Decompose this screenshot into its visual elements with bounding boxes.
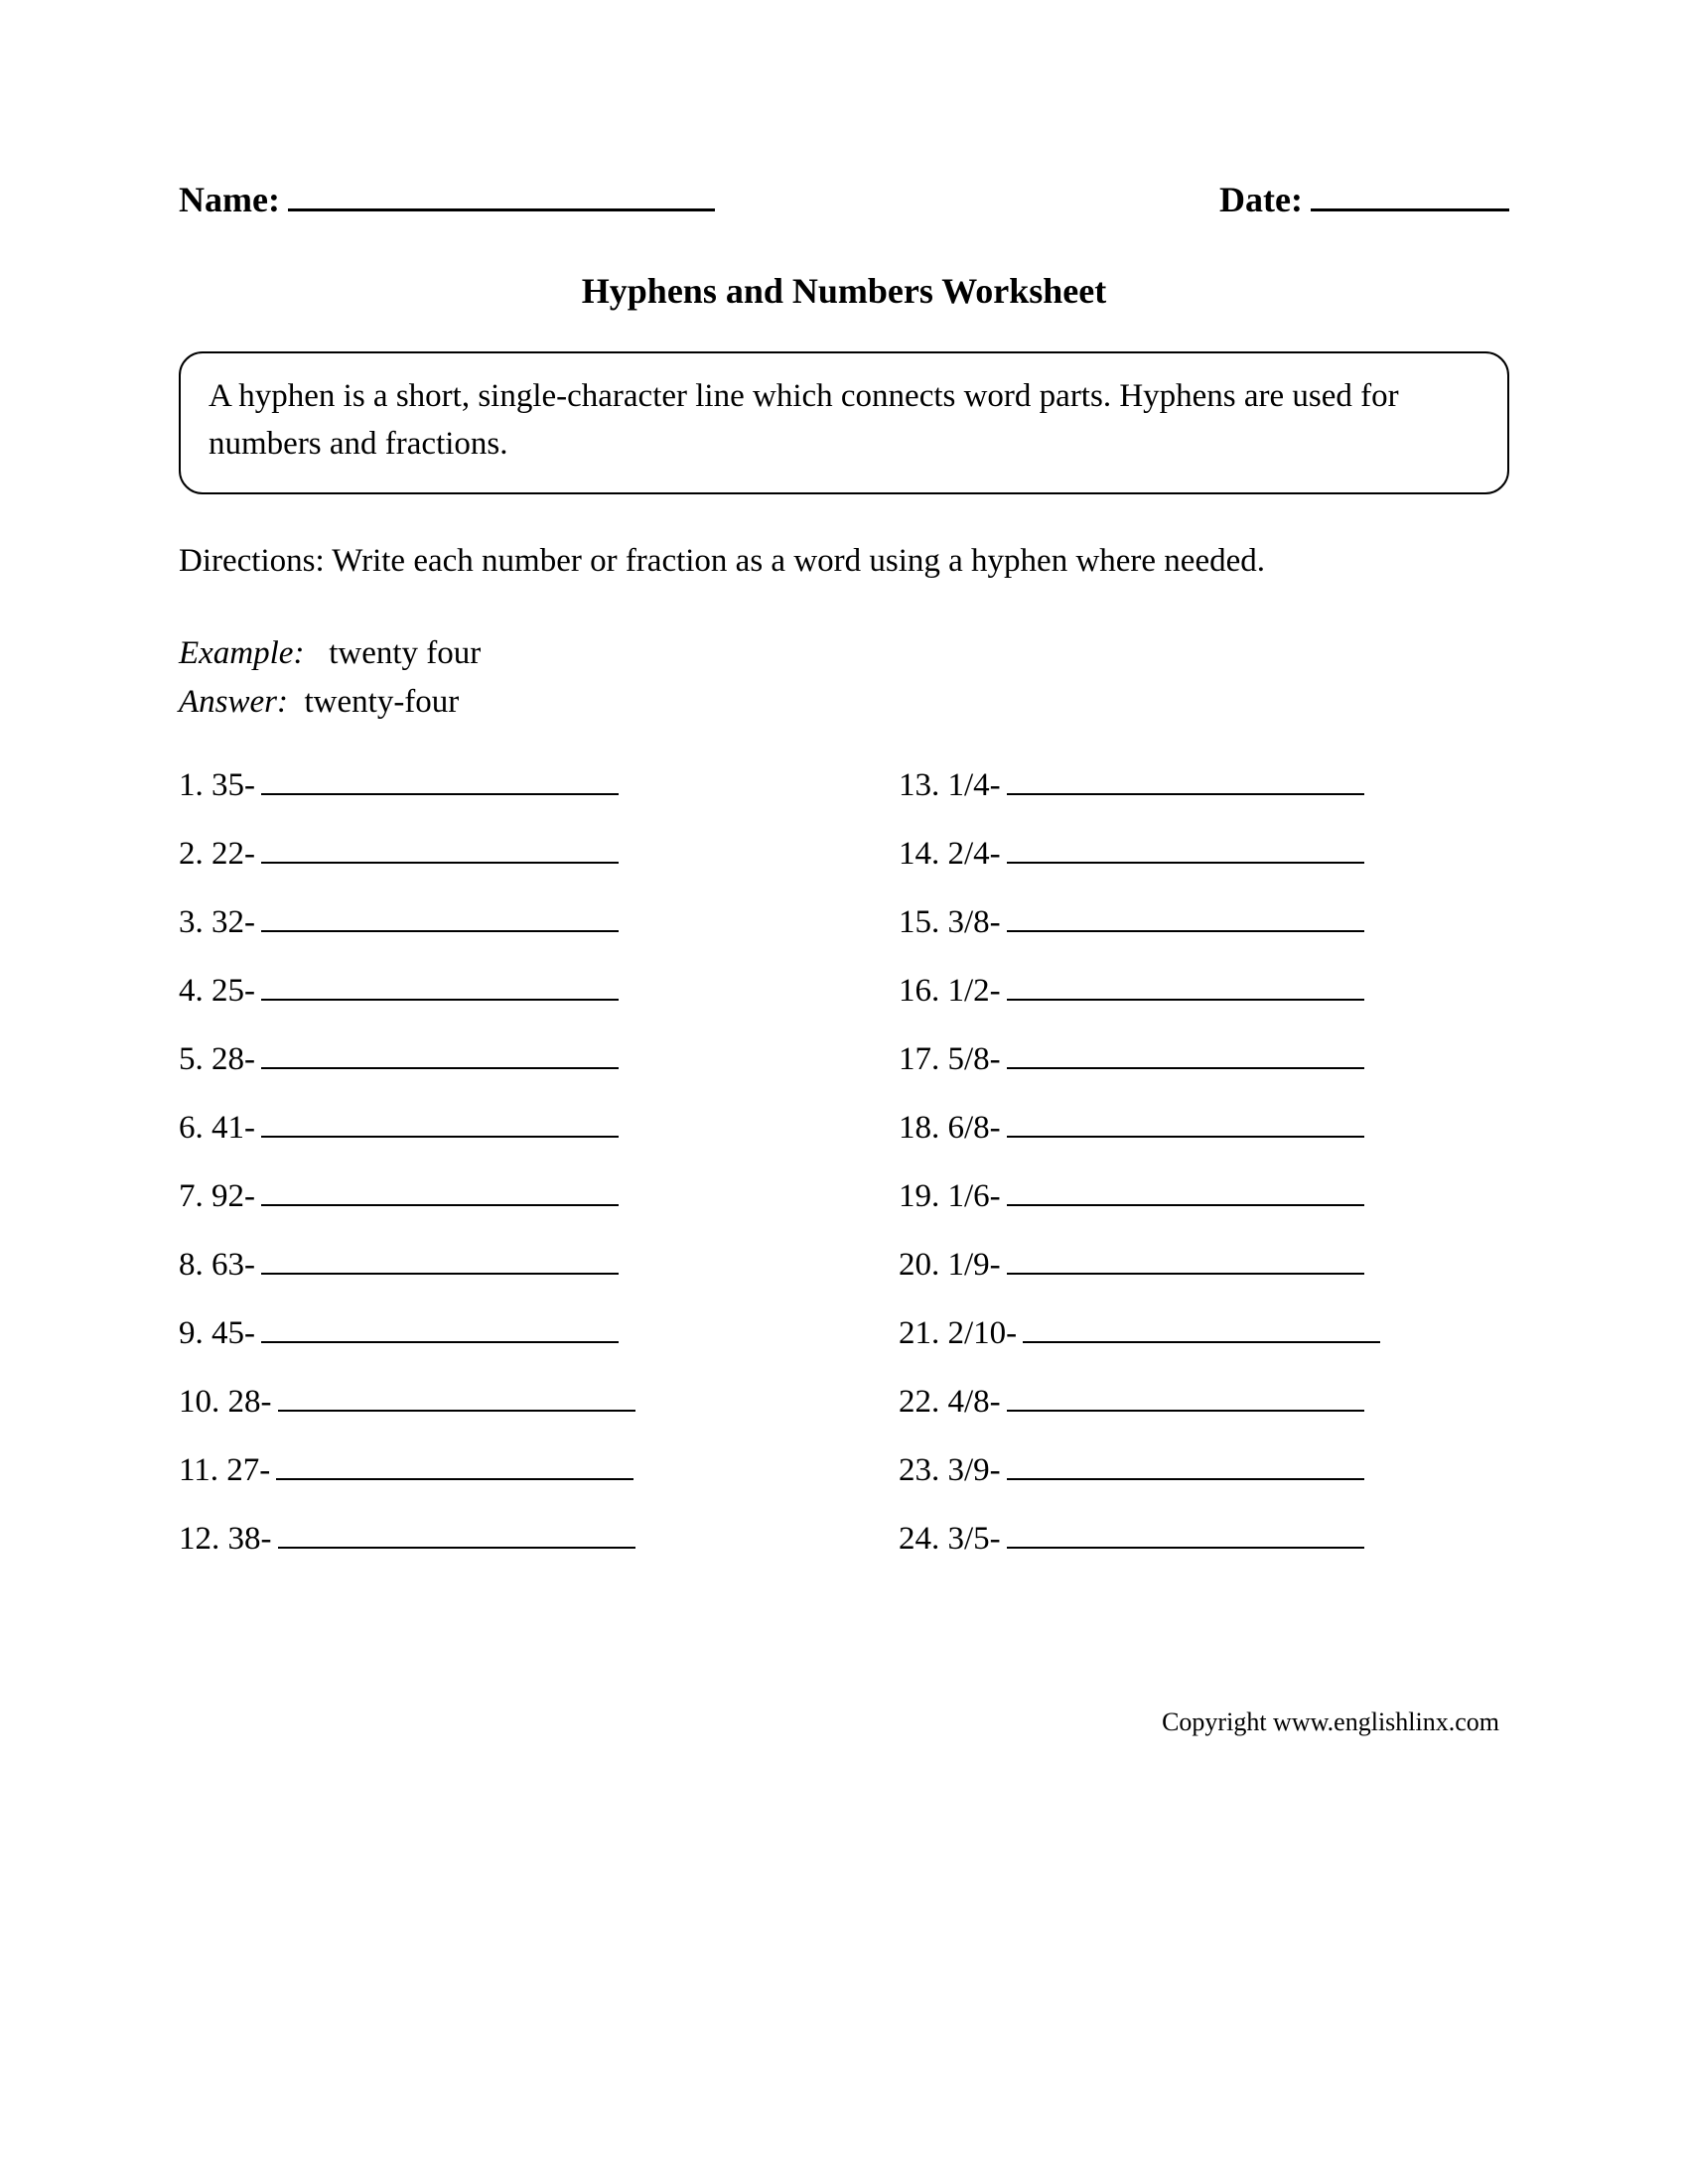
answer-blank[interactable]	[1007, 1456, 1364, 1480]
item-prompt: 6. 41-	[179, 1110, 255, 1147]
answer-blank[interactable]	[261, 1114, 619, 1138]
item-prompt: 10. 28-	[179, 1384, 272, 1421]
list-item: 7. 92-	[179, 1178, 789, 1215]
items-columns: 1. 35- 2. 22- 3. 32- 4. 25- 5. 28- 6. 41- 7. 9…	[179, 767, 1509, 1589]
date-label: Date:	[1219, 179, 1303, 220]
list-item: 12. 38-	[179, 1521, 789, 1558]
answer-blank[interactable]	[1007, 1388, 1364, 1412]
answer-blank[interactable]	[1007, 771, 1364, 795]
list-item: 20. 1/9-	[899, 1247, 1509, 1284]
list-item: 1. 35-	[179, 767, 789, 804]
list-item: 24. 3/5-	[899, 1521, 1509, 1558]
item-prompt: 7. 92-	[179, 1178, 255, 1215]
item-prompt: 1. 35-	[179, 767, 255, 804]
item-prompt: 23. 3/9-	[899, 1452, 1001, 1489]
answer-blank[interactable]	[1023, 1319, 1380, 1343]
answer-value	[296, 684, 304, 720]
answer-blank[interactable]	[261, 1251, 619, 1275]
list-item: 17. 5/8-	[899, 1041, 1509, 1078]
list-item: 8. 63-	[179, 1247, 789, 1284]
list-item: 5. 28-	[179, 1041, 789, 1078]
item-prompt: 13. 1/4-	[899, 767, 1001, 804]
list-item: 22. 4/8-	[899, 1384, 1509, 1421]
answer-blank[interactable]	[1007, 1525, 1364, 1549]
answer-blank[interactable]	[276, 1456, 633, 1480]
item-prompt: 15. 3/8-	[899, 904, 1001, 941]
example-label: Example:	[179, 635, 304, 671]
list-item: 4. 25-	[179, 973, 789, 1010]
answer-blank[interactable]	[261, 1045, 619, 1069]
header-row: Name: Date:	[179, 179, 1509, 220]
answer-blank[interactable]	[278, 1388, 635, 1412]
answer-blank[interactable]	[1007, 1182, 1364, 1206]
answer-blank[interactable]	[1007, 908, 1364, 932]
item-prompt: 12. 38-	[179, 1521, 272, 1558]
answer-blank[interactable]	[261, 908, 619, 932]
list-item: 21. 2/10-	[899, 1315, 1509, 1352]
list-item: 10. 28-	[179, 1384, 789, 1421]
item-prompt: 22. 4/8-	[899, 1384, 1001, 1421]
item-prompt: 3. 32-	[179, 904, 255, 941]
answer-blank[interactable]	[261, 1182, 619, 1206]
list-item: 23. 3/9-	[899, 1452, 1509, 1489]
name-label: Name:	[179, 179, 280, 220]
name-field-group: Name:	[179, 179, 715, 220]
item-prompt: 20. 1/9-	[899, 1247, 1001, 1284]
item-prompt: 4. 25-	[179, 973, 255, 1010]
answer-blank[interactable]	[261, 977, 619, 1001]
answer-blank[interactable]	[261, 771, 619, 795]
copyright-footer: Copyright www.englishlinx.com	[1162, 1707, 1499, 1737]
answer-blank[interactable]	[1007, 1045, 1364, 1069]
item-prompt: 16. 1/2-	[899, 973, 1001, 1010]
item-prompt: 2. 22-	[179, 836, 255, 873]
item-prompt: 21. 2/10-	[899, 1315, 1017, 1352]
list-item: 11. 27-	[179, 1452, 789, 1489]
item-prompt: 9. 45-	[179, 1315, 255, 1352]
right-column: 13. 1/4- 14. 2/4- 15. 3/8- 16. 1/2- 17. 5/8-…	[899, 767, 1509, 1589]
list-item: 18. 6/8-	[899, 1110, 1509, 1147]
item-prompt: 14. 2/4-	[899, 836, 1001, 873]
answer-blank[interactable]	[1007, 1114, 1364, 1138]
list-item: 15. 3/8-	[899, 904, 1509, 941]
date-field-group: Date:	[1219, 179, 1509, 220]
answer-blank[interactable]	[1007, 977, 1364, 1001]
list-item: 13. 1/4-	[899, 767, 1509, 804]
answer-line: Answer: twenty-four	[179, 678, 1509, 728]
directions-text: Directions: Write each number or fractio…	[179, 538, 1509, 586]
item-prompt: 8. 63-	[179, 1247, 255, 1284]
example-value	[313, 635, 330, 671]
worksheet-title: Hyphens and Numbers Worksheet	[179, 270, 1509, 312]
answer-label: Answer:	[179, 684, 288, 720]
info-box: A hyphen is a short, single-character li…	[179, 351, 1509, 494]
date-input-line[interactable]	[1311, 184, 1509, 211]
item-prompt: 17. 5/8-	[899, 1041, 1001, 1078]
answer-blank[interactable]	[261, 840, 619, 864]
example-line: Example: twenty four	[179, 629, 1509, 679]
list-item: 16. 1/2-	[899, 973, 1509, 1010]
item-prompt: 19. 1/6-	[899, 1178, 1001, 1215]
left-column: 1. 35- 2. 22- 3. 32- 4. 25- 5. 28- 6. 41- 7. 9…	[179, 767, 789, 1589]
list-item: 14. 2/4-	[899, 836, 1509, 873]
item-prompt: 5. 28-	[179, 1041, 255, 1078]
answer-blank[interactable]	[1007, 840, 1364, 864]
example-value-text: twenty four	[329, 635, 481, 671]
item-prompt: 18. 6/8-	[899, 1110, 1001, 1147]
list-item: 9. 45-	[179, 1315, 789, 1352]
answer-blank[interactable]	[1007, 1251, 1364, 1275]
example-block: Example: twenty four Answer: twenty-four	[179, 629, 1509, 728]
answer-value-text: twenty-four	[305, 684, 460, 720]
name-input-line[interactable]	[288, 184, 715, 211]
item-prompt: 11. 27-	[179, 1452, 270, 1489]
answer-blank[interactable]	[278, 1525, 635, 1549]
item-prompt: 24. 3/5-	[899, 1521, 1001, 1558]
list-item: 6. 41-	[179, 1110, 789, 1147]
answer-blank[interactable]	[261, 1319, 619, 1343]
list-item: 2. 22-	[179, 836, 789, 873]
list-item: 19. 1/6-	[899, 1178, 1509, 1215]
list-item: 3. 32-	[179, 904, 789, 941]
